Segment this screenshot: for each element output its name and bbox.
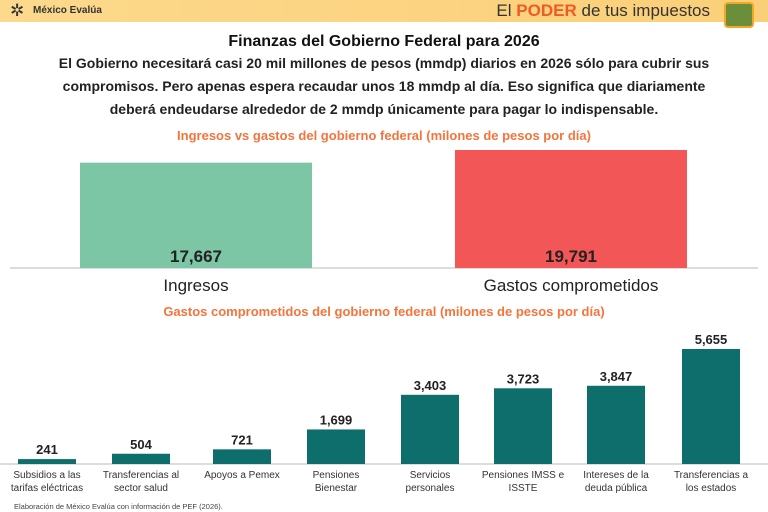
chart2-bar bbox=[112, 453, 170, 464]
chart1-value-label: 17,667 bbox=[170, 247, 222, 266]
chart1-bar bbox=[80, 162, 312, 268]
chart2-bar bbox=[401, 394, 459, 464]
chart2-title: Gastos comprometidos del gobierno federa… bbox=[163, 304, 605, 319]
chart2-value-label: 721 bbox=[231, 432, 253, 447]
chart1-value-label: 19,791 bbox=[545, 247, 597, 266]
chart2-category-label: los estados bbox=[686, 483, 737, 494]
mexico-evalua-logo-icon: ✲ bbox=[10, 1, 25, 20]
chart2-bar bbox=[682, 349, 740, 464]
mascot-icon bbox=[724, 2, 754, 28]
chart1-bar bbox=[455, 150, 687, 268]
chart2-category-label: Subsidios a las bbox=[13, 470, 80, 481]
brand-slogan: El PODER de tus impuestos bbox=[496, 0, 710, 22]
brand-suffix: de tus impuestos bbox=[581, 1, 710, 20]
chart2-category-label: Intereses de la bbox=[583, 470, 649, 481]
chart2-category-label: Pensiones IMSS e bbox=[482, 470, 565, 481]
paragraph-line: El Gobierno necesitará casi 20 mil millo… bbox=[58, 55, 710, 71]
chart2-bar bbox=[587, 385, 645, 464]
chart2-bar bbox=[494, 388, 552, 464]
chart2-value-label: 241 bbox=[36, 442, 58, 457]
chart2-category-label: Pensiones bbox=[313, 470, 360, 481]
page-title: Finanzas del Gobierno Federal para 2026 bbox=[228, 33, 540, 50]
chart2-category-label: personales bbox=[406, 483, 455, 494]
chart2-category-label: deuda pública bbox=[585, 483, 648, 494]
chart2-category-label: Servicios bbox=[410, 470, 451, 481]
chart2-value-label: 5,655 bbox=[695, 332, 728, 347]
chart2-category-label: Apoyos a Pemex bbox=[204, 470, 280, 481]
org-name: México Evalúa bbox=[33, 5, 102, 16]
chart2-value-label: 3,403 bbox=[414, 378, 447, 393]
chart2-value-label: 504 bbox=[130, 437, 152, 452]
paragraph-line: compromisos. Pero apenas espera recaudar… bbox=[62, 78, 706, 94]
chart1-category-label: Ingresos bbox=[163, 276, 228, 295]
header-banner: ✲ México Evalúa El PODER de tus impuesto… bbox=[0, 0, 768, 28]
chart2-category-label: Bienestar bbox=[315, 483, 358, 494]
brand-strong: PODER bbox=[516, 1, 577, 20]
chart2-category-label: sector salud bbox=[114, 483, 168, 494]
chart2-value-label: 3,723 bbox=[507, 371, 540, 386]
chart2-category-label: ISSTE bbox=[509, 483, 538, 494]
chart2-bar bbox=[213, 449, 271, 464]
chart2-category-label: tarifas eléctricas bbox=[11, 483, 83, 494]
chart2-bar bbox=[307, 429, 365, 464]
footnote: Elaboración de México Evalúa con informa… bbox=[14, 502, 223, 511]
chart2-bar bbox=[18, 459, 76, 464]
chart2-value-label: 1,699 bbox=[320, 412, 353, 427]
chart1-title: Ingresos vs gastos del gobierno federal … bbox=[177, 128, 591, 143]
chart1-category-label: Gastos comprometidos bbox=[484, 276, 659, 295]
chart2-category-label: Transferencias al bbox=[103, 470, 179, 481]
brand-prefix: El bbox=[496, 1, 512, 20]
chart2-category-label: Transferencias a bbox=[674, 470, 749, 481]
chart2-value-label: 3,847 bbox=[600, 369, 633, 384]
paragraph-line: deberá endeudarse alrededor de 2 mmdp ún… bbox=[109, 101, 659, 117]
